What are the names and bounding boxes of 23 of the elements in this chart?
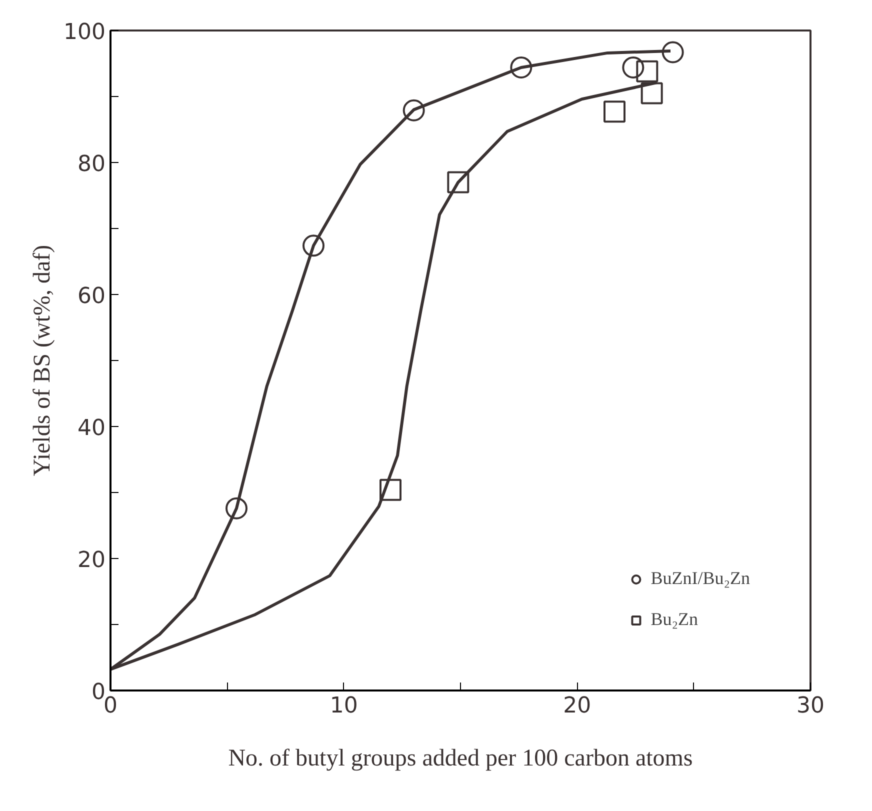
point bbox=[510, 56, 532, 78]
x-axis-title: No. of butyl groups added per 100 carbon atoms bbox=[228, 746, 693, 772]
point bbox=[380, 478, 402, 501]
y-tick-label: 100 bbox=[64, 20, 106, 45]
legend-label: BuZnI/Bu₂Zn bbox=[650, 568, 750, 589]
point bbox=[447, 171, 470, 194]
point bbox=[604, 100, 626, 123]
x-tick-label: 10 bbox=[330, 694, 358, 718]
point bbox=[226, 497, 248, 520]
point bbox=[640, 82, 663, 104]
point bbox=[402, 99, 425, 122]
y-tick-label: 80 bbox=[78, 152, 106, 177]
y-axis-title: Yields of BS (wt%, daf) bbox=[30, 244, 56, 476]
x-tick-label: 30 bbox=[796, 694, 825, 718]
point bbox=[636, 60, 658, 82]
y-tick-label: 40 bbox=[78, 416, 106, 441]
y-tick-label: 20 bbox=[78, 548, 106, 573]
x-tick-label: 20 bbox=[563, 694, 592, 718]
point bbox=[302, 234, 324, 257]
point bbox=[622, 56, 644, 78]
y-tick-label: 60 bbox=[78, 284, 106, 309]
point bbox=[662, 41, 684, 64]
legend-label: Bu₂Zn bbox=[650, 609, 698, 630]
